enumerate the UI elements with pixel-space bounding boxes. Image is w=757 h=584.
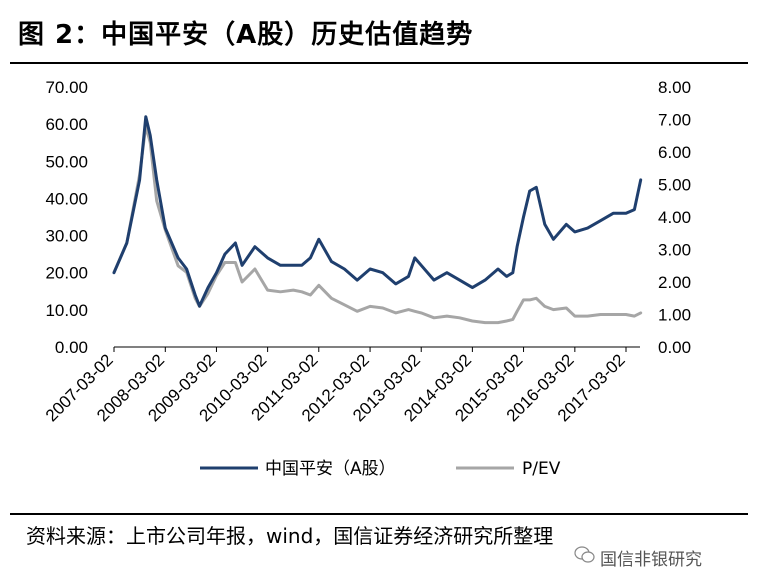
y-left-tick-label: 50.00	[45, 152, 88, 171]
y-left-tick-label: 30.00	[45, 227, 88, 246]
y-left-tick-label: 60.00	[45, 115, 88, 134]
title-bar: 图 2：中国平安（A股）历史估值趋势	[0, 0, 757, 62]
y-left-tick-label: 0.00	[55, 338, 88, 357]
y-right-tick-label: 0.00	[658, 338, 691, 357]
y-right-tick-label: 7.00	[658, 111, 691, 130]
y-right-tick-label: 1.00	[658, 306, 691, 325]
top-rule	[10, 62, 748, 64]
y-right-tick-label: 3.00	[658, 241, 691, 260]
series-line-pingan	[112, 115, 643, 308]
y-right-tick-label: 6.00	[658, 143, 691, 162]
y-right-tick-label: 2.00	[658, 273, 691, 292]
y-left-tick-label: 40.00	[45, 189, 88, 208]
y-right-tick-label: 5.00	[658, 176, 691, 195]
y-left-tick-label: 10.00	[45, 301, 88, 320]
y-left-tick-label: 70.00	[45, 78, 88, 97]
legend-label-pev: P/EV	[522, 459, 561, 479]
source-note: 资料来源：上市公司年报，wind，国信证券经济研究所整理	[26, 524, 554, 548]
y-left-tick-label: 20.00	[45, 264, 88, 283]
wechat-icon	[574, 546, 595, 563]
chart-title: 图 2：中国平安（A股）历史估值趋势	[18, 20, 474, 50]
bottom-rule	[10, 513, 748, 515]
legend-label-pingan: 中国平安（A股）	[265, 459, 396, 479]
watermark: 国信非银研究	[600, 550, 702, 570]
y-right-tick-label: 8.00	[658, 78, 691, 97]
y-right-tick-label: 4.00	[658, 208, 691, 227]
